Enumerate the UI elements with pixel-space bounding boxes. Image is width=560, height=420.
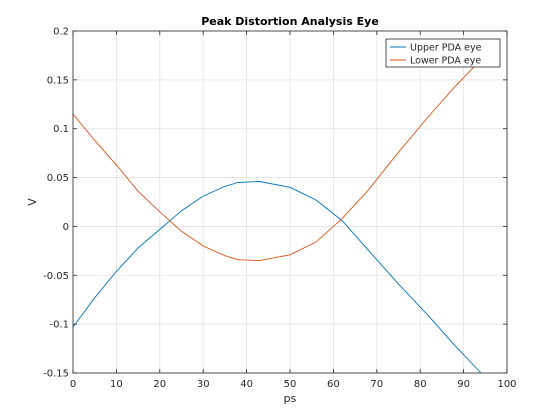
x-tick-label: 80 xyxy=(414,379,427,390)
x-tick-label: 100 xyxy=(497,379,516,390)
axis-ticks: 0 10 20 30 40 50 60 70 80 90 100 -0.15 -0.1 -0.05 0 0.0… xyxy=(43,27,516,391)
x-tick-label: 90 xyxy=(457,379,470,390)
y-tick-label: 0.05 xyxy=(47,173,69,184)
x-tick-label: 0 xyxy=(70,379,76,390)
series-line-0 xyxy=(72,181,482,374)
y-tick-label: 0.1 xyxy=(53,124,69,135)
x-tick-label: 30 xyxy=(197,379,210,390)
x-tick-label: 70 xyxy=(370,379,383,390)
y-tick-label: -0.15 xyxy=(43,369,69,380)
y-tick-label: -0.1 xyxy=(49,320,69,331)
x-tick-label: 10 xyxy=(110,379,123,390)
legend-box xyxy=(385,38,501,68)
x-tick-label: 40 xyxy=(240,379,253,390)
legend-entry: Lower PDA eye xyxy=(410,56,481,67)
y-tick-label: 0.2 xyxy=(53,27,69,38)
y-tick-label: 0.15 xyxy=(47,75,69,86)
x-tick-label: 20 xyxy=(153,379,166,390)
chart-title: Peak Distortion Analysis Eye xyxy=(201,15,379,28)
y-tick-label: 0 xyxy=(63,222,69,233)
legend-entry: Upper PDA eye xyxy=(410,43,482,54)
x-tick-label: 60 xyxy=(327,379,340,390)
series-lines xyxy=(72,63,482,374)
x-tick-label: 50 xyxy=(284,379,297,390)
x-axis-title: ps xyxy=(284,392,297,405)
series-line-1 xyxy=(72,63,477,262)
y-axis-title: V xyxy=(26,198,39,206)
legend: Upper PDA eye Lower PDA eye xyxy=(385,38,501,68)
y-tick-label: -0.05 xyxy=(43,271,69,282)
